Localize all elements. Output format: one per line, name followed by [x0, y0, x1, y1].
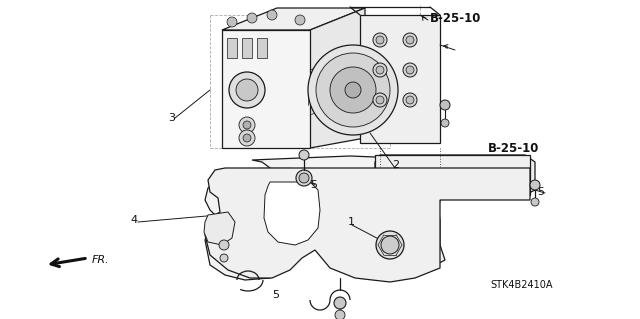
- Text: 1: 1: [348, 217, 355, 227]
- Circle shape: [247, 13, 257, 23]
- Polygon shape: [257, 38, 267, 58]
- Polygon shape: [264, 182, 320, 245]
- Text: 5: 5: [537, 187, 544, 197]
- Circle shape: [376, 66, 384, 74]
- Polygon shape: [222, 30, 310, 148]
- Text: STK4B2410A: STK4B2410A: [490, 280, 552, 290]
- Circle shape: [406, 36, 414, 44]
- Text: 4: 4: [130, 215, 137, 225]
- Circle shape: [406, 96, 414, 104]
- Circle shape: [441, 119, 449, 127]
- Circle shape: [330, 67, 376, 113]
- Circle shape: [403, 63, 417, 77]
- Circle shape: [376, 36, 384, 44]
- Circle shape: [308, 45, 398, 135]
- Text: B-25-10: B-25-10: [430, 11, 481, 25]
- Circle shape: [531, 198, 539, 206]
- Circle shape: [243, 134, 251, 142]
- Circle shape: [335, 310, 345, 319]
- Polygon shape: [222, 8, 365, 30]
- Circle shape: [406, 66, 414, 74]
- Polygon shape: [227, 38, 237, 58]
- Text: FR.: FR.: [92, 255, 109, 265]
- Polygon shape: [258, 168, 290, 230]
- Circle shape: [373, 93, 387, 107]
- Circle shape: [376, 231, 404, 259]
- Circle shape: [296, 170, 312, 186]
- Circle shape: [299, 150, 309, 160]
- Polygon shape: [242, 38, 252, 58]
- Circle shape: [440, 100, 450, 110]
- Text: 5: 5: [310, 180, 317, 190]
- Polygon shape: [375, 155, 535, 195]
- Circle shape: [267, 10, 277, 20]
- Circle shape: [299, 173, 309, 183]
- Circle shape: [373, 63, 387, 77]
- Polygon shape: [205, 168, 530, 282]
- Circle shape: [295, 15, 305, 25]
- Circle shape: [381, 236, 399, 254]
- Circle shape: [220, 254, 228, 262]
- Circle shape: [236, 79, 258, 101]
- Polygon shape: [375, 155, 530, 195]
- Circle shape: [530, 180, 540, 190]
- Text: 3: 3: [168, 113, 175, 123]
- Circle shape: [403, 93, 417, 107]
- Circle shape: [316, 53, 390, 127]
- Polygon shape: [204, 212, 235, 245]
- Circle shape: [243, 121, 251, 129]
- Polygon shape: [360, 15, 440, 143]
- Circle shape: [239, 130, 255, 146]
- Text: B-25-10: B-25-10: [488, 142, 540, 154]
- Circle shape: [345, 82, 361, 98]
- Circle shape: [403, 33, 417, 47]
- Circle shape: [219, 240, 229, 250]
- Text: 2: 2: [392, 160, 399, 170]
- Circle shape: [239, 117, 255, 133]
- Polygon shape: [310, 8, 365, 148]
- Circle shape: [376, 96, 384, 104]
- Text: 5: 5: [272, 290, 279, 300]
- Circle shape: [373, 33, 387, 47]
- Circle shape: [227, 17, 237, 27]
- Circle shape: [334, 297, 346, 309]
- Polygon shape: [205, 156, 525, 280]
- Circle shape: [229, 72, 265, 108]
